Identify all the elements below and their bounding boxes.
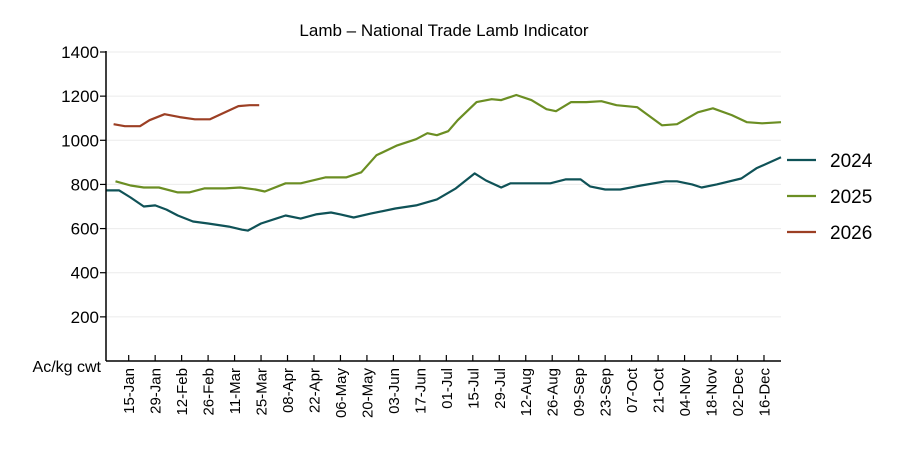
x-tick-label: 20-May [359, 368, 376, 419]
x-tick-label: 12-Feb [174, 368, 191, 416]
legend-label-2025: 2025 [830, 187, 872, 208]
x-tick-label: 08-Apr [280, 368, 297, 413]
x-tick-label: 15-Jan [121, 368, 138, 414]
legend-label-2024: 2024 [830, 151, 873, 172]
y-tick-label: 1200 [61, 87, 99, 106]
series-line-2024 [106, 156, 782, 232]
x-tick-label: 17-Jun [412, 368, 429, 414]
x-tick-label: 21-Oct [651, 367, 668, 413]
legend-label-2026: 2026 [830, 223, 872, 244]
x-tick-label: 29-Jul [492, 368, 509, 409]
x-tick-label: 07-Oct [624, 367, 641, 413]
x-tick-label: 22-Apr [306, 368, 323, 413]
y-tick-label: 200 [71, 308, 99, 327]
x-tick-label: 16-Dec [756, 368, 773, 417]
x-tick-label: 29-Jan [148, 368, 165, 414]
x-tick-label: 12-Aug [518, 368, 535, 416]
series-line-2026 [113, 104, 260, 128]
x-tick-label: 03-Jun [386, 368, 403, 414]
x-tick-label: 02-Dec [730, 368, 747, 417]
x-ticks: 15-Jan 29-Jan 12-Feb 26-Feb 11-Mar 25-Mar 08-A… [121, 355, 773, 418]
gridlines [106, 51, 781, 318]
x-tick-label: 15-Jul [465, 368, 482, 409]
x-tick-label: 04-Nov [677, 368, 694, 417]
x-tick-label: 11-Mar [227, 368, 244, 414]
x-tick-label: 18-Nov [704, 368, 721, 417]
y-unit-label: Ac/kg cwt [33, 359, 102, 376]
y-ticks: 200 400 600 800 1000 1200 1400 [61, 43, 106, 327]
legend: 2024 2025 2026 [787, 151, 873, 244]
x-tick-label: 26-Feb [201, 368, 218, 416]
y-tick-label: 800 [71, 175, 99, 194]
x-tick-label: 01-Jul [439, 368, 456, 409]
y-tick-label: 1400 [61, 43, 99, 62]
chart-title: Lamb – National Trade Lamb Indicator [299, 21, 589, 40]
series-line-2025 [115, 93, 782, 194]
y-tick-label: 1000 [61, 131, 99, 150]
x-tick-label: 26-Aug [545, 368, 562, 416]
x-tick-label: 25-Mar [254, 368, 271, 416]
series-lines [106, 93, 782, 232]
x-tick-label: 06-May [333, 368, 350, 419]
x-tick-label: 23-Sep [598, 368, 615, 416]
y-tick-label: 600 [71, 220, 99, 239]
x-tick-label: 09-Sep [571, 368, 588, 416]
axes [105, 51, 781, 362]
y-tick-label: 400 [71, 264, 99, 283]
